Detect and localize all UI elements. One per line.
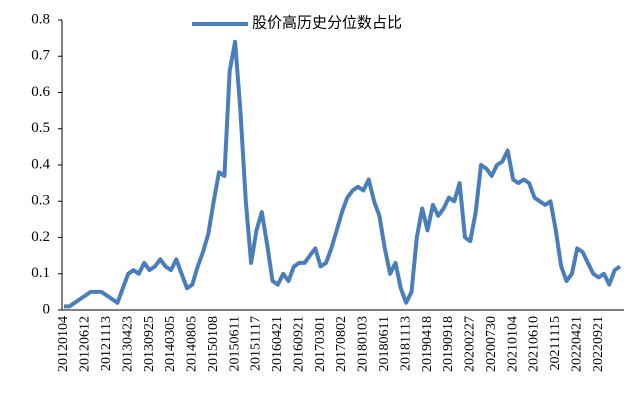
x-tick-label: 20211115 bbox=[548, 316, 563, 370]
x-tick-label: 20121113 bbox=[99, 316, 114, 371]
x-tick-label: 20140305 bbox=[163, 316, 178, 372]
y-tick-label: 0.6 bbox=[31, 84, 50, 100]
x-tick-label: 20170802 bbox=[334, 316, 349, 372]
y-tick-label: 0.7 bbox=[31, 48, 50, 64]
x-tick-label: 20120612 bbox=[78, 316, 93, 372]
y-tick-label: 0.8 bbox=[31, 11, 50, 27]
x-tick-label: 20151117 bbox=[249, 316, 264, 371]
x-tick-label: 20200730 bbox=[484, 316, 499, 372]
x-tick-label: 20220421 bbox=[569, 316, 584, 372]
x-tick-label: 20180611 bbox=[377, 316, 392, 371]
x-tick-label: 20181113 bbox=[398, 316, 413, 371]
x-tick-label: 20150108 bbox=[206, 316, 221, 372]
y-tick-label: 0 bbox=[43, 301, 51, 317]
x-tick-label: 20160921 bbox=[291, 316, 306, 372]
legend-label: 股价高历史分位数占比 bbox=[252, 14, 402, 31]
x-tick-label: 20150611 bbox=[227, 316, 242, 371]
x-tick-label: 20210104 bbox=[505, 316, 520, 372]
y-tick-label: 0.4 bbox=[31, 156, 50, 172]
x-tick-label: 20130925 bbox=[142, 316, 157, 372]
y-tick-label: 0.2 bbox=[31, 229, 50, 245]
x-tick-label: 20140805 bbox=[185, 316, 200, 372]
x-tick-label: 20160421 bbox=[270, 316, 285, 372]
x-tick-label: 20200227 bbox=[463, 316, 478, 372]
data-line bbox=[64, 39, 622, 309]
x-tick-label: 20220921 bbox=[591, 316, 606, 372]
x-tick-label: 20190418 bbox=[420, 316, 435, 372]
y-tick-label: 0.1 bbox=[31, 265, 50, 281]
x-tick-label: 20210610 bbox=[527, 316, 542, 372]
x-tick-label: 20180103 bbox=[356, 316, 371, 372]
x-tick-label: 20130423 bbox=[120, 316, 135, 372]
x-tick-label: 20120104 bbox=[56, 316, 71, 372]
y-tick-label: 0.3 bbox=[31, 193, 50, 209]
y-tick-label: 0.5 bbox=[31, 120, 50, 136]
x-tick-label: 20170301 bbox=[313, 316, 328, 372]
x-tick-label: 20190918 bbox=[441, 316, 456, 372]
